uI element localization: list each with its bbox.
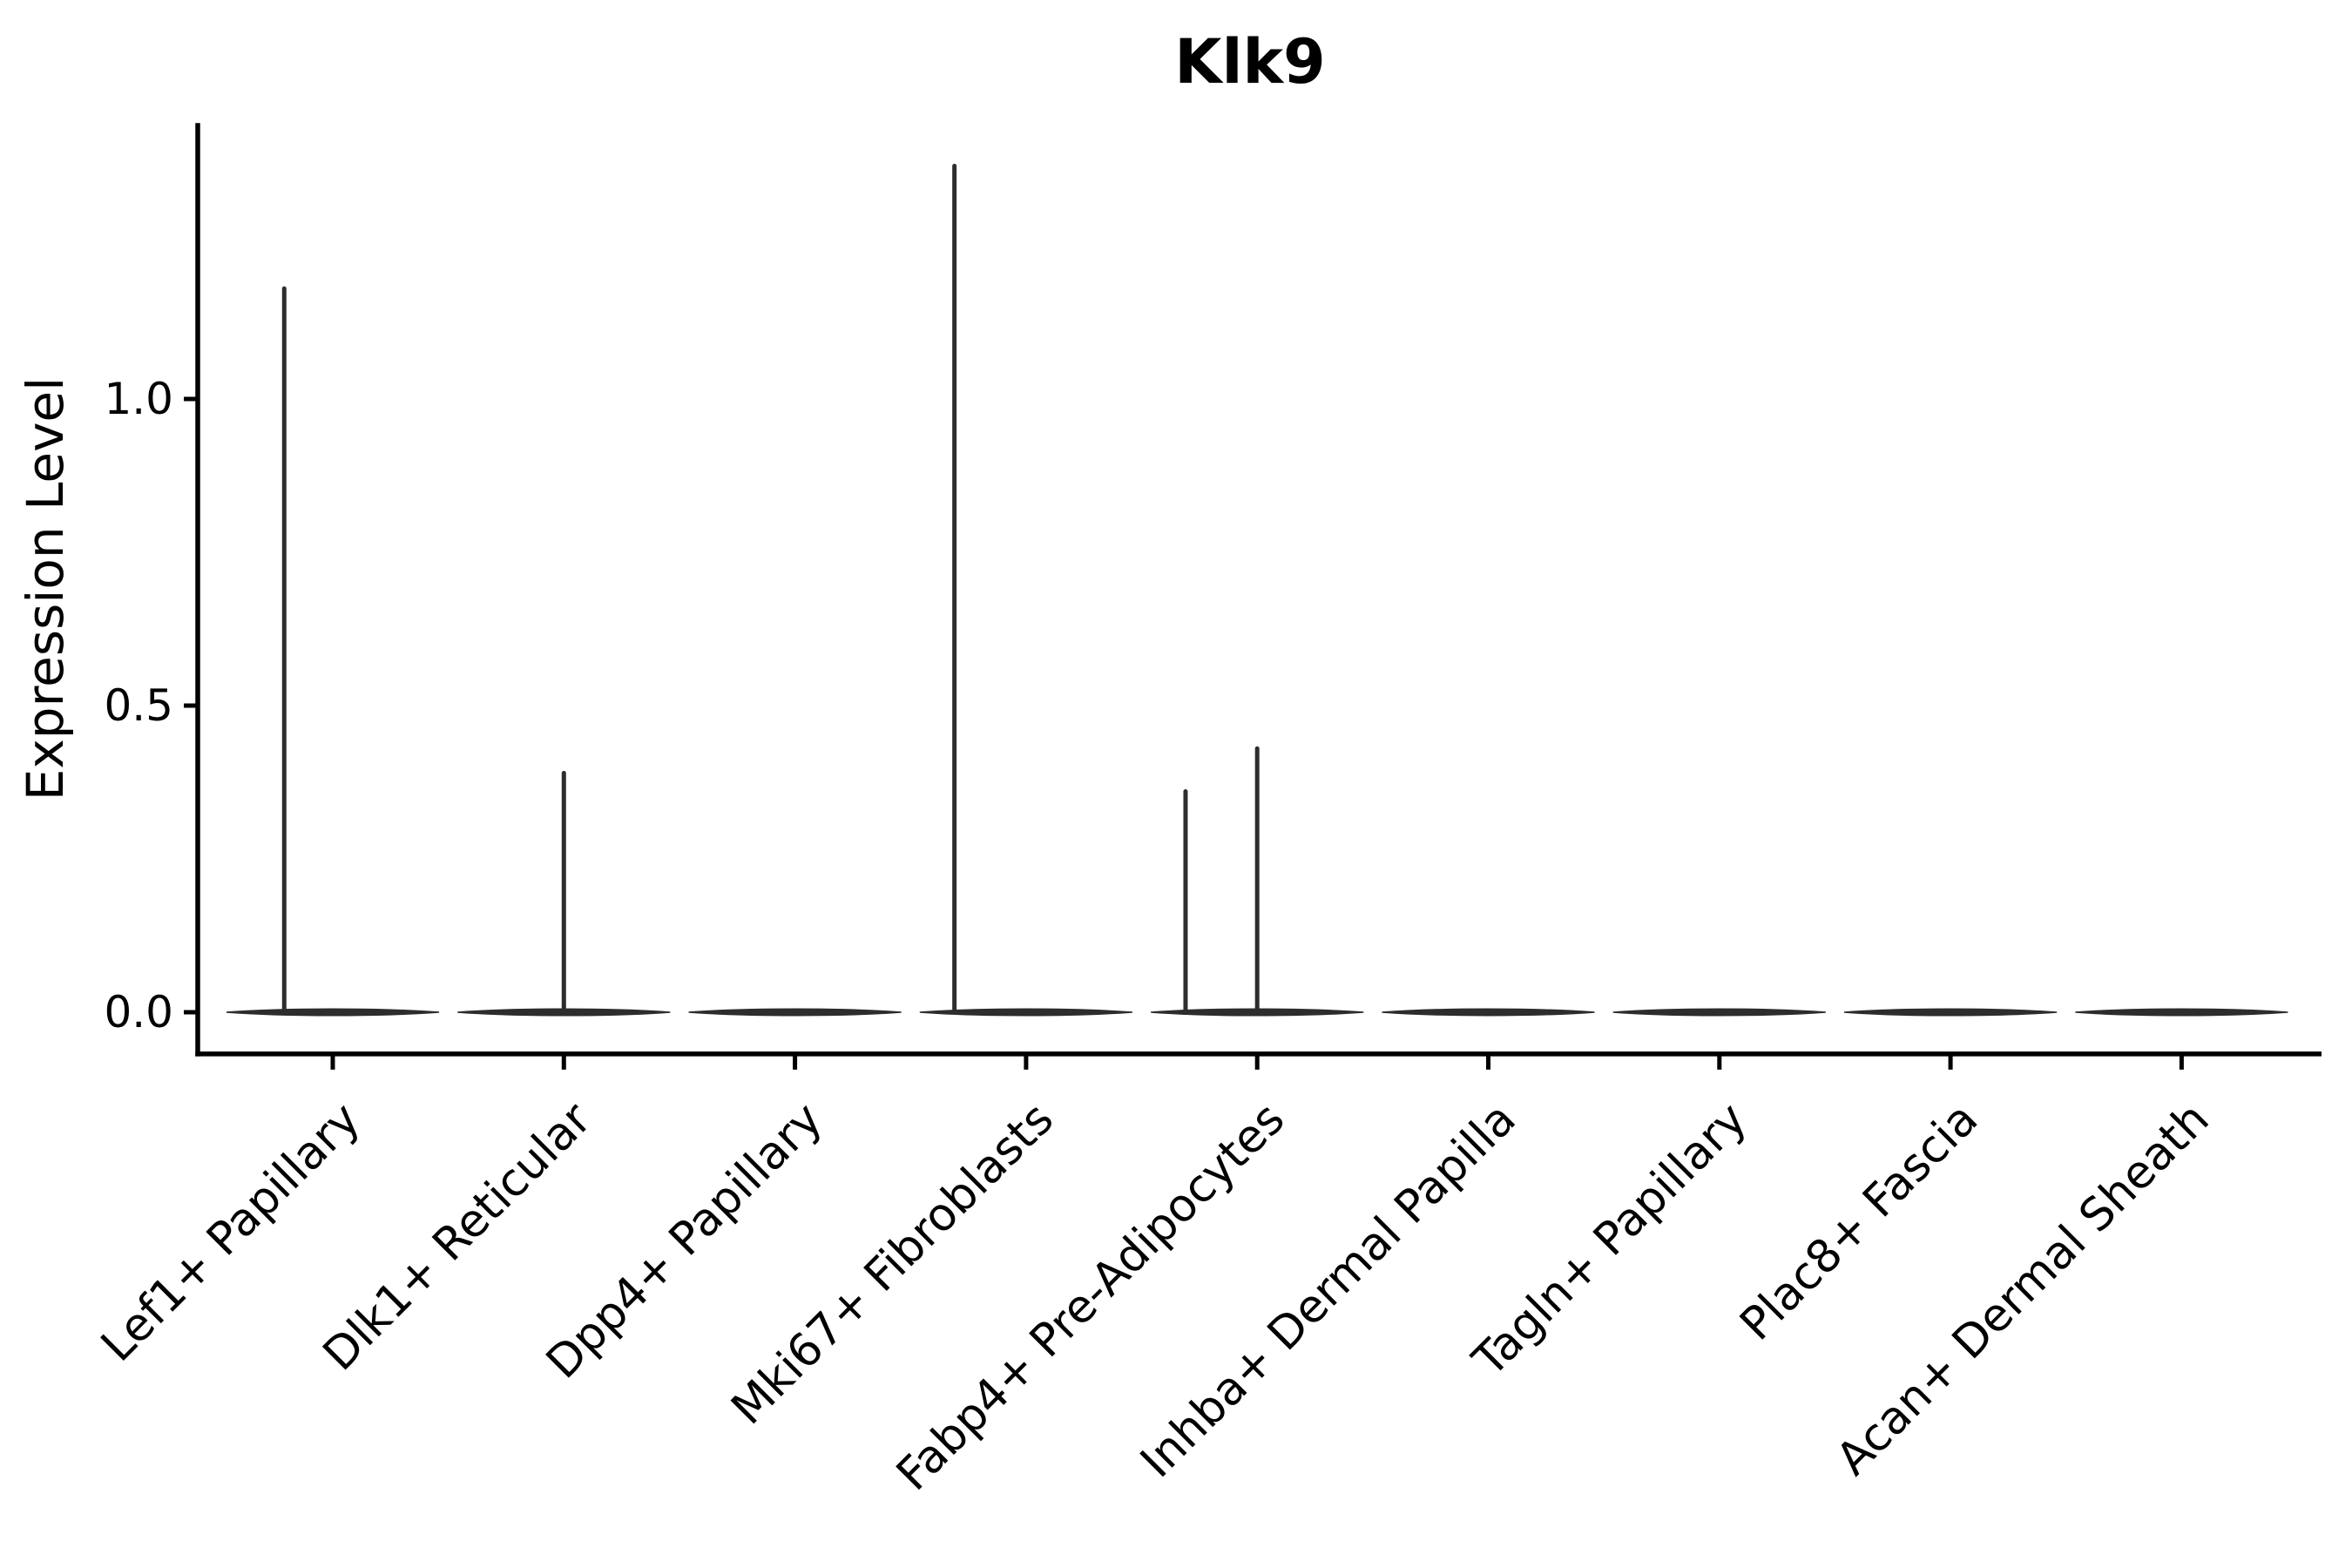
y-axis-ticks: 0.0 0.5 1.0 — [104, 374, 198, 1037]
violin — [226, 286, 440, 1017]
violin-baseline — [226, 1008, 440, 1017]
y-tick-label: 0.0 — [104, 987, 173, 1037]
violins — [226, 163, 2288, 1017]
violin-baseline — [688, 1008, 902, 1017]
violin-baseline — [2075, 1008, 2288, 1017]
chart-title: Klk9 — [1174, 26, 1326, 98]
y-axis-label: Expression Level — [16, 377, 75, 801]
violin-baseline — [919, 1008, 1132, 1017]
x-tick-label: Fabp4+ Pre-Adipocytes — [887, 1093, 1294, 1501]
violin — [1844, 1008, 2058, 1017]
violin — [2075, 1008, 2288, 1017]
violin — [688, 1008, 902, 1017]
x-tick-label: Plac8+ Fascia — [1730, 1093, 1988, 1351]
violin-baseline — [1844, 1008, 2058, 1017]
violin-baseline — [1612, 1008, 1826, 1017]
x-tick-label: Acan+ Dermal Sheath — [1827, 1093, 2220, 1486]
violin — [919, 163, 1132, 1017]
x-tick-label: Inhba+ Dermal Papilla — [1131, 1093, 1525, 1488]
y-tick-label: 1.0 — [104, 374, 173, 424]
violin — [1151, 746, 1364, 1017]
violin — [1382, 1008, 1595, 1017]
violin — [1612, 1008, 1826, 1017]
violin-baseline — [1382, 1008, 1595, 1017]
violin — [457, 770, 671, 1017]
y-tick-label: 0.5 — [104, 680, 173, 731]
